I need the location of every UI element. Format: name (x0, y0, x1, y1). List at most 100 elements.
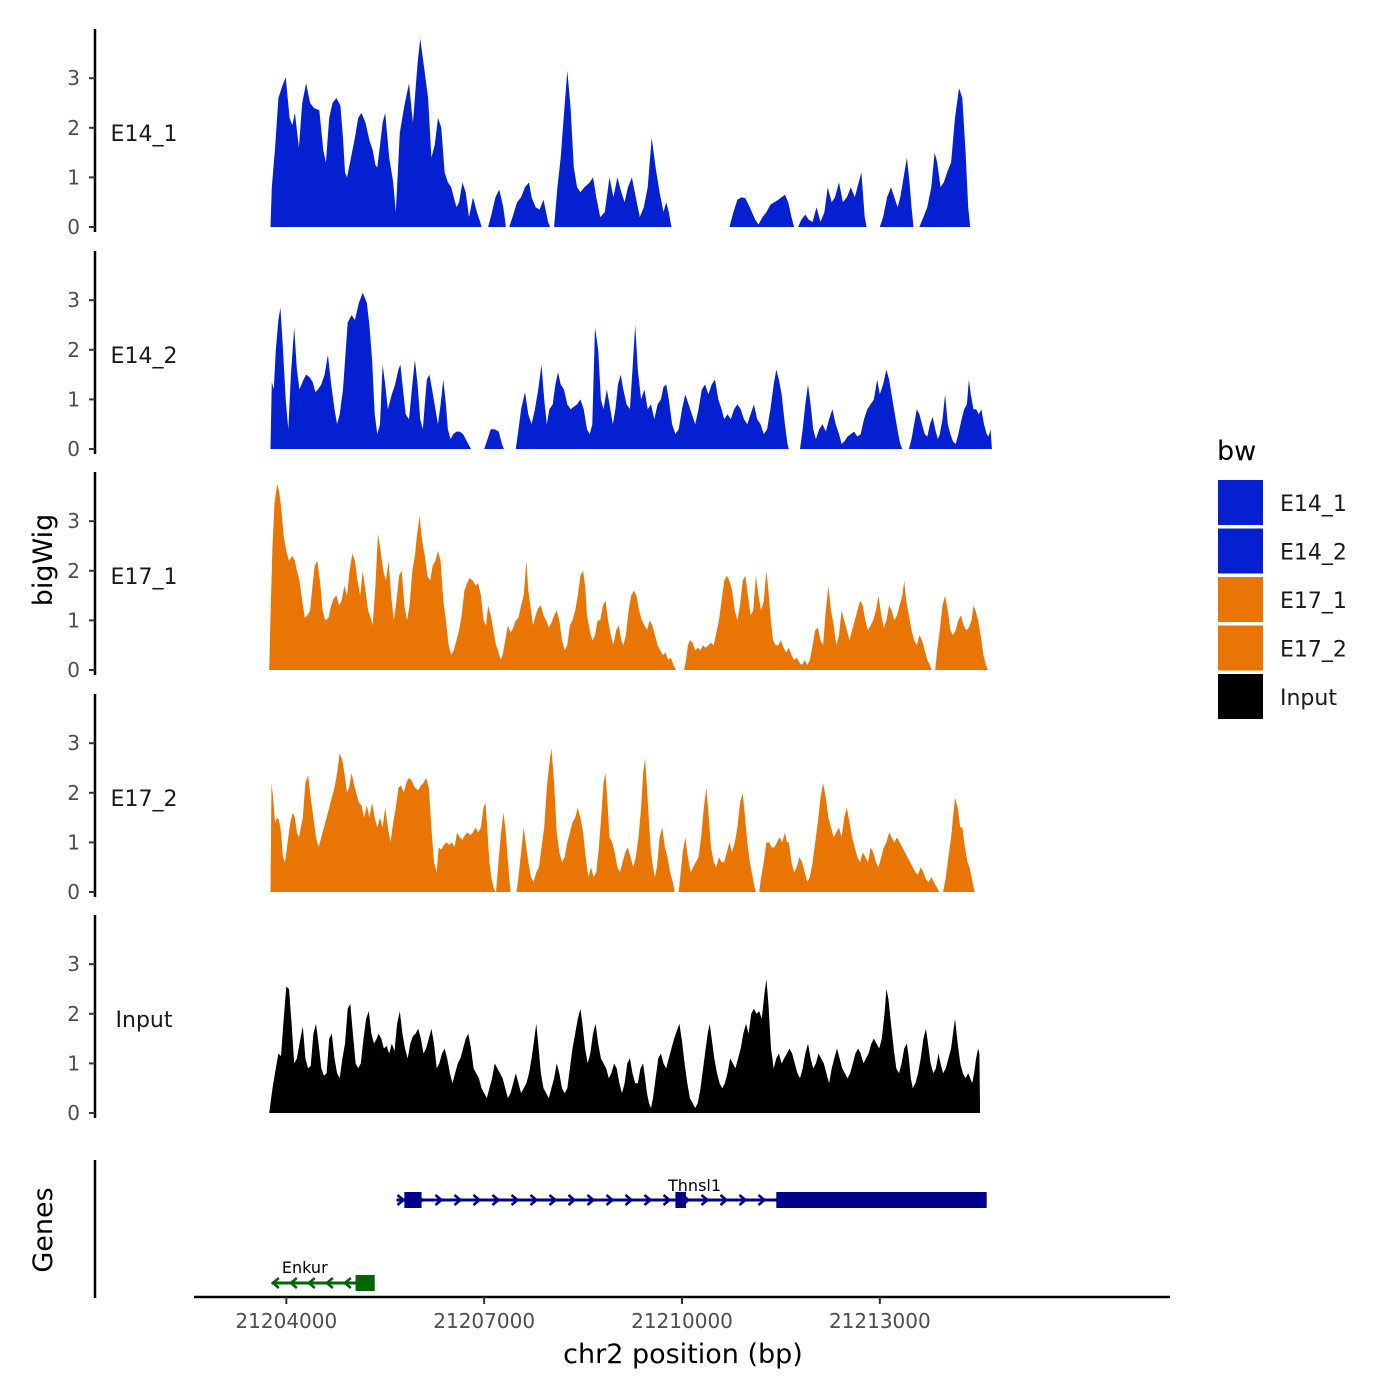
y-tick-label: 3 (67, 731, 80, 755)
y-tick-label: 3 (67, 952, 80, 976)
legend-key-E17_2 (1218, 625, 1263, 671)
gene-label: Enkur (282, 1258, 328, 1277)
legend-key-E17_1 (1218, 577, 1263, 622)
y-tick-label: 2 (67, 781, 80, 805)
gene-Enkur: Enkur (270, 1258, 375, 1291)
coverage-area (943, 797, 975, 892)
legend-label: E17_1 (1280, 589, 1347, 614)
strand-arrow-icon (586, 1194, 596, 1206)
exon-block (355, 1275, 375, 1291)
strand-arrow-icon (643, 1194, 653, 1206)
y-tick-label: 0 (67, 880, 80, 904)
y-tick-label: 3 (67, 509, 80, 533)
track-label: E14_2 (111, 344, 178, 369)
strand-arrow-icon (605, 1194, 615, 1206)
coverage-area (270, 38, 482, 227)
strand-arrow-icon (624, 1194, 634, 1206)
x-tick-label: 21204000 (235, 1309, 337, 1333)
strand-arrow-icon (738, 1194, 748, 1206)
strand-arrow-icon (510, 1194, 520, 1206)
coverage-area (515, 325, 789, 449)
y-tick-label: 1 (67, 387, 80, 411)
y-tick-label: 2 (67, 338, 80, 362)
exon-block (404, 1192, 422, 1208)
coverage-area (935, 595, 988, 670)
track-E14_1: 0 1 2 3 E14_1 (67, 29, 971, 239)
coverage-area (729, 194, 795, 227)
strand-arrow-icon (757, 1194, 767, 1206)
coverage-area (684, 570, 932, 670)
track-label: E14_1 (111, 122, 178, 147)
coverage-area (919, 88, 971, 227)
coverage-area (516, 748, 675, 892)
track-E17_1: 0 1 2 3 E17_1 (67, 472, 988, 682)
strand-arrow-icon (548, 1194, 558, 1206)
legend-label: E14_2 (1280, 541, 1347, 566)
y-tick-label: 0 (67, 658, 80, 682)
gene-annotation-track: Thnsl1 Enkur (93, 1160, 987, 1298)
strand-arrow-icon (288, 1277, 298, 1289)
legend-key-E14_1 (1218, 480, 1263, 525)
legend-label: E17_2 (1280, 638, 1347, 663)
legend-label: E14_1 (1280, 492, 1347, 517)
track-E14_2: 0 1 2 3 E14_2 (67, 251, 992, 461)
y-tick-label: 2 (67, 1002, 80, 1026)
strand-arrow-icon (434, 1194, 444, 1206)
legend: bw E14_1 E14_2 E17_1 E17_2 Input (1217, 436, 1347, 719)
y-axis-title: bigWig (28, 514, 59, 607)
coverage-area (269, 484, 677, 670)
y-tick-label: 0 (67, 437, 80, 461)
y-tick-label: 2 (67, 116, 80, 140)
coverage-area (800, 369, 903, 449)
strand-arrow-icon (662, 1194, 672, 1206)
x-axis: 21204000 21207000 21210000 21213000 (194, 1295, 1170, 1333)
strand-arrow-icon (567, 1194, 577, 1206)
exon-block (776, 1192, 987, 1208)
coverage-area (678, 787, 756, 892)
track-Input: 0 1 2 3 Input (67, 915, 981, 1125)
strand-arrow-icon (342, 1277, 352, 1289)
legend-key-Input (1218, 674, 1263, 719)
coverage-area (554, 70, 672, 227)
x-axis-title: chr2 position (bp) (563, 1339, 803, 1370)
genes-axis-title: Genes (28, 1187, 59, 1272)
coverage-area (270, 753, 496, 892)
x-tick-label: 21207000 (433, 1309, 535, 1333)
track-label: E17_1 (111, 565, 178, 590)
y-tick-label: 0 (67, 1101, 80, 1125)
coverage-area (488, 189, 506, 227)
coverage-area (269, 979, 981, 1113)
x-tick-label: 21213000 (829, 1309, 931, 1333)
coverage-area (879, 157, 914, 227)
strand-arrow-icon (306, 1277, 316, 1289)
track-label: E17_2 (111, 787, 178, 812)
exon-block (675, 1192, 686, 1208)
strand-arrow-icon (700, 1194, 710, 1206)
legend-title: bw (1217, 436, 1256, 467)
strand-arrow-icon (396, 1194, 406, 1206)
coverage-area (798, 172, 867, 227)
gene-Thnsl1: Thnsl1 (396, 1176, 987, 1208)
y-tick-label: 2 (67, 559, 80, 583)
coverage-area (270, 292, 471, 449)
gene-label: Thnsl1 (667, 1176, 721, 1195)
x-tick-label: 21210000 (631, 1309, 733, 1333)
legend-label: Input (1280, 686, 1337, 711)
legend-key-E14_2 (1218, 528, 1263, 574)
strand-arrow-icon (472, 1194, 482, 1206)
coverage-area (484, 429, 504, 449)
y-tick-label: 0 (67, 215, 80, 239)
coverage-area (759, 782, 940, 892)
strand-arrow-icon (453, 1194, 463, 1206)
signal-tracks: 0 1 2 3 E14_1 0 1 2 3 E14_2 0 1 2 3 E17_1 0 1 2 3 E17_2 0 1 2 3… (67, 29, 992, 1125)
y-tick-label: 1 (67, 1051, 80, 1075)
track-label: Input (116, 1008, 173, 1033)
y-tick-label: 3 (67, 66, 80, 90)
coverage-area (496, 812, 511, 892)
y-tick-label: 1 (67, 165, 80, 189)
y-tick-label: 3 (67, 288, 80, 312)
y-tick-label: 1 (67, 830, 80, 854)
coverage-area (908, 379, 992, 449)
